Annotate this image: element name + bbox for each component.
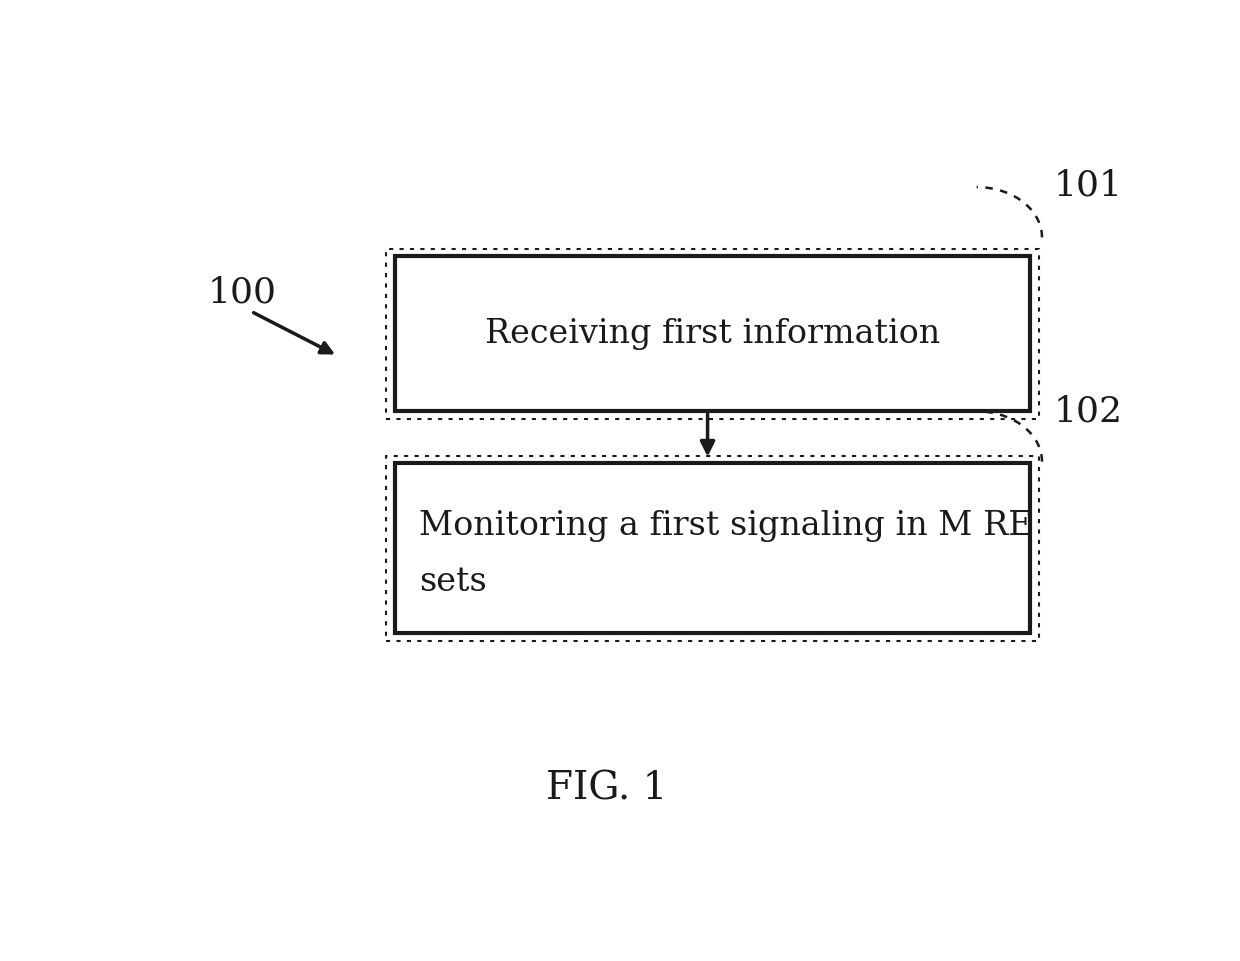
Bar [396,256,1029,411]
Text: 102: 102 [1054,394,1122,429]
Text: 100: 100 [208,276,277,309]
Text: Monitoring a first signaling in M RE: Monitoring a first signaling in M RE [419,510,1033,542]
Text: sets: sets [419,566,487,599]
Bar [396,463,1029,633]
Text: Receiving first information: Receiving first information [485,318,940,350]
Bar [386,249,1039,419]
Text: 101: 101 [1054,168,1122,203]
Text: FIG. 1: FIG. 1 [546,770,667,807]
Bar [396,256,1029,411]
Bar [386,456,1039,641]
Bar [396,463,1029,633]
